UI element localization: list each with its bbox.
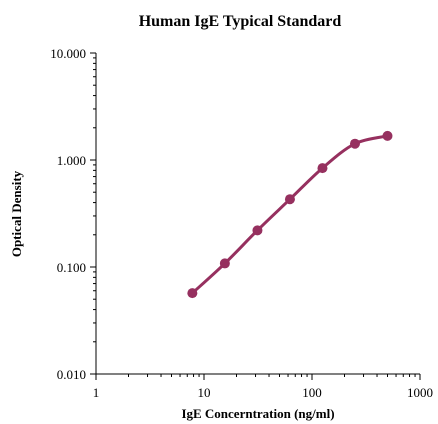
- axis-tick-labels: 1 10 100 1000 10.000 1.000 0.100 0.010: [50, 46, 433, 400]
- x-tick-label: 100: [302, 385, 322, 400]
- y-tick-label: 0.100: [57, 260, 86, 275]
- data-points: [187, 130, 393, 299]
- y-tick-label: 1.000: [57, 153, 86, 168]
- y-axis-label: Optical Density: [9, 170, 24, 257]
- data-point: [284, 194, 295, 205]
- data-point: [349, 138, 360, 149]
- x-tick-label: 1: [93, 385, 100, 400]
- data-point: [219, 258, 230, 269]
- x-tick-label: 10: [198, 385, 211, 400]
- x-axis-label: IgE Concerntration (ng/ml): [181, 406, 334, 421]
- data-point: [252, 225, 263, 236]
- chart-title: Human IgE Typical Standard: [139, 13, 342, 30]
- data-point: [187, 288, 198, 299]
- data-point: [382, 130, 393, 141]
- data-point: [317, 163, 328, 174]
- y-tick-label: 0.010: [57, 367, 86, 382]
- plot-area: 1 10 100 1000 10.000 1.000 0.100 0.010: [50, 46, 433, 400]
- axis-ticks: [90, 52, 421, 380]
- series-line: [190, 134, 389, 295]
- y-tick-label: 10.000: [50, 46, 86, 61]
- x-tick-label: 1000: [407, 385, 433, 400]
